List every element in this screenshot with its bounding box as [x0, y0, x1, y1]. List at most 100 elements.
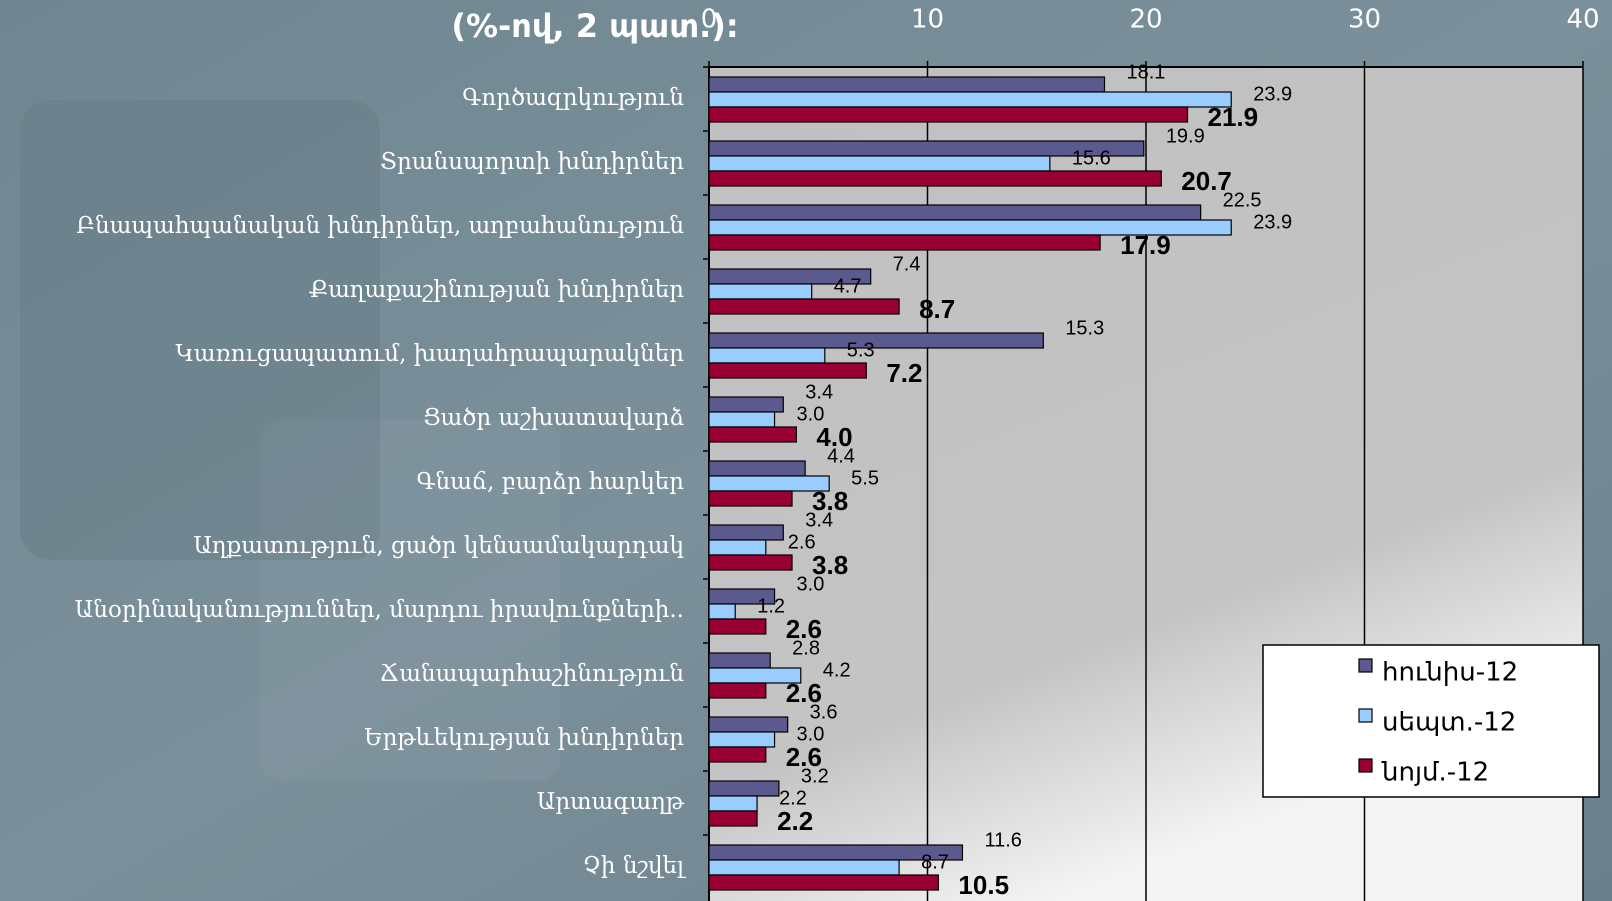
- bar: [708, 795, 758, 812]
- x-tick-label: 20: [1129, 5, 1162, 35]
- y-tick-label: Գնաճ, բարձր հարկեր: [416, 469, 684, 495]
- y-tick-label: Երթևեկության խնդիրներ: [364, 725, 684, 751]
- data-label: 8.7: [919, 294, 955, 324]
- data-label: 23.9: [1253, 83, 1292, 105]
- y-tick-label: Ցածր աշխատավարձ: [423, 405, 684, 431]
- bar: [708, 362, 867, 379]
- data-label: 3.4: [805, 509, 833, 531]
- bar: [708, 603, 736, 620]
- data-label: 3.4: [805, 381, 833, 403]
- data-label: 2.2: [779, 787, 807, 809]
- data-label: 8.7: [921, 851, 949, 873]
- x-tick-label: 10: [911, 5, 944, 35]
- data-label: 3.0: [797, 403, 825, 425]
- bar: [708, 298, 900, 315]
- bar: [708, 91, 1232, 108]
- y-tick-label: Արտագաղթ: [537, 789, 685, 815]
- x-tick-label: 0: [701, 5, 718, 35]
- data-label: 23.9: [1253, 211, 1292, 233]
- data-label: 2.6: [786, 678, 822, 708]
- y-tick-label: Չի նշվել: [583, 853, 687, 879]
- data-label: 20.7: [1181, 166, 1232, 196]
- data-label: 15.3: [1065, 317, 1104, 339]
- x-tick-label: 30: [1348, 5, 1381, 35]
- bar: [708, 234, 1101, 251]
- y-tick-label: Կառուցապատում, խաղահրապարակներ: [175, 341, 684, 367]
- data-label: 21.9: [1208, 102, 1259, 132]
- bar: [708, 618, 767, 635]
- data-label: 2.8: [792, 637, 820, 659]
- bar: [708, 396, 784, 413]
- data-label: 3.8: [812, 486, 848, 516]
- y-tick-label: Տրանսպորտի խնդիրներ: [380, 149, 684, 175]
- data-label: 15.6: [1072, 147, 1111, 169]
- bar: [708, 874, 940, 891]
- bar: [708, 652, 771, 669]
- data-label: 18.1: [1126, 61, 1165, 83]
- legend-marker: [1358, 758, 1373, 773]
- data-label: 4.7: [834, 275, 862, 297]
- data-label: 3.6: [810, 701, 838, 723]
- data-label: 5.5: [851, 467, 879, 489]
- data-label: 2.6: [786, 742, 822, 772]
- bar: [708, 780, 780, 797]
- bar: [708, 859, 900, 876]
- y-tick-label: Բնապահպանական խնդիրներ, աղբահանություն: [76, 213, 684, 239]
- data-label: 1.2: [757, 595, 785, 617]
- bar: [708, 460, 806, 477]
- background-shape: [20, 100, 380, 560]
- y-tick-label: Անօրինականություններ, մարդու իրավունքներ…: [75, 597, 684, 623]
- legend-label: սեպտ.-12: [1382, 708, 1516, 738]
- bar: [708, 347, 826, 364]
- data-label: 4.0: [816, 422, 852, 452]
- data-label: 7.4: [893, 253, 921, 275]
- bar: [708, 588, 776, 605]
- y-tick-label: Ճանապարհաշինություն: [380, 661, 684, 687]
- data-label: 4.4: [827, 445, 855, 467]
- legend-marker: [1358, 708, 1373, 723]
- x-tick-label: 40: [1566, 5, 1599, 35]
- bar: [708, 716, 789, 733]
- bar: [708, 810, 758, 827]
- data-label: 3.0: [797, 573, 825, 595]
- y-tick-label: Աղքատություն, ցածր կենսամակարդակ: [193, 533, 684, 559]
- data-label: 10.5: [958, 870, 1009, 900]
- bar: [708, 746, 767, 763]
- data-label: 7.2: [886, 358, 922, 388]
- data-label: 17.9: [1120, 230, 1171, 260]
- y-tick-label: Քաղաքաշինության խնդիրներ: [309, 277, 684, 303]
- bar: [708, 411, 776, 428]
- bar: [708, 524, 784, 541]
- bar: [708, 682, 767, 699]
- bar: [708, 155, 1051, 172]
- bar: [708, 539, 767, 556]
- bar: [708, 204, 1202, 221]
- data-label: 22.5: [1223, 189, 1262, 211]
- legend-label: հունիս-12: [1382, 658, 1518, 688]
- data-label: 4.2: [823, 659, 851, 681]
- data-label: 11.6: [984, 829, 1021, 851]
- bar: [708, 332, 1044, 349]
- data-label: 2.2: [777, 806, 813, 836]
- legend-box: [1262, 644, 1600, 798]
- legend-marker: [1358, 658, 1373, 673]
- data-label: 2.6: [786, 614, 822, 644]
- bar: [708, 283, 813, 300]
- bar: [708, 731, 776, 748]
- legend-label: նոյմ.-12: [1381, 758, 1489, 788]
- data-label: 5.3: [847, 339, 875, 361]
- bar: [708, 426, 798, 443]
- bar: [708, 554, 793, 571]
- chart-title: (%-ով, 2 պատ.):: [451, 7, 738, 45]
- bar: [708, 490, 793, 507]
- data-label: 3.0: [797, 723, 825, 745]
- data-label: 3.2: [801, 765, 829, 787]
- bar: [708, 170, 1162, 187]
- data-label: 19.9: [1166, 125, 1205, 147]
- data-label: 3.8: [812, 550, 848, 580]
- bar: [708, 106, 1189, 123]
- y-tick-label: Գործազրկություն: [462, 85, 684, 111]
- background-shape: [260, 420, 560, 780]
- bar: [708, 76, 1106, 93]
